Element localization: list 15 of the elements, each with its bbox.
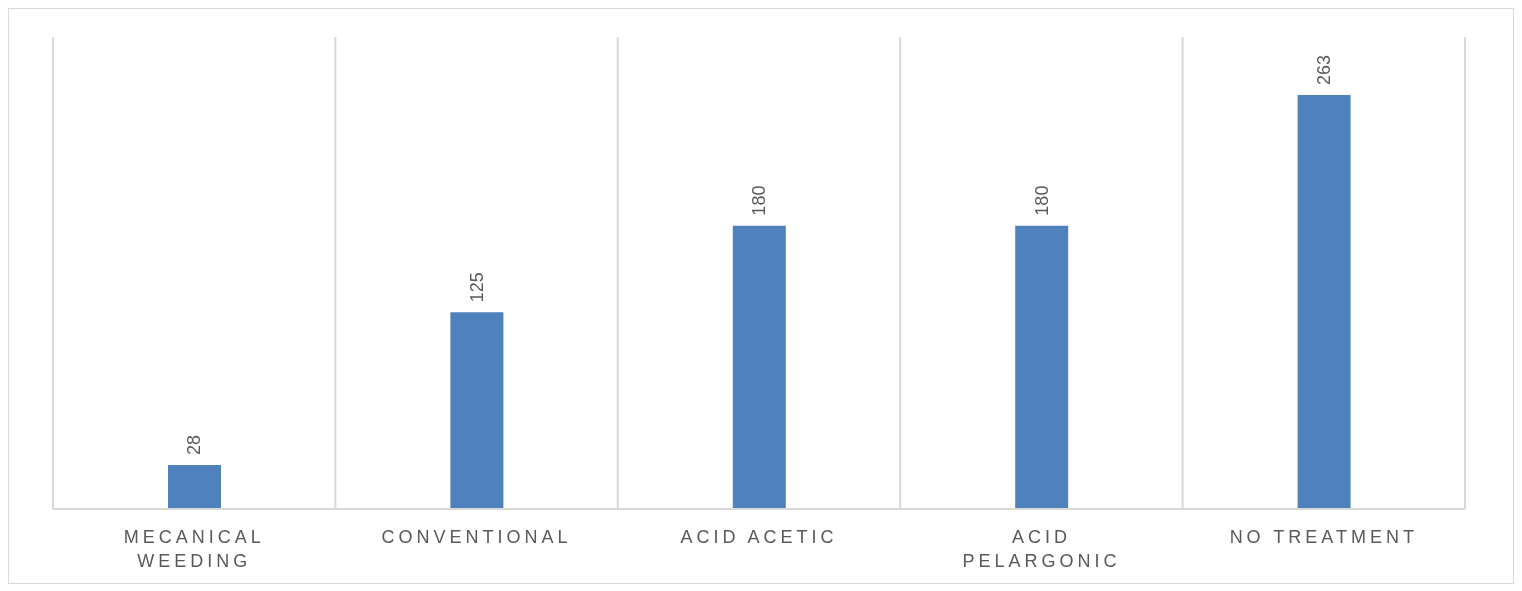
data-label: 180 [749,185,770,216]
data-label: 125 [466,272,487,303]
data-label: 180 [1031,185,1052,216]
bar [168,464,221,509]
x-tick-label: MECANICAL WEEDING [123,527,265,571]
bar [1297,94,1351,509]
bar [1015,225,1069,509]
x-tick-label: CONVENTIONAL [381,527,572,547]
x-tick-label: ACID PELARGONIC [962,527,1121,571]
data-label: 28 [184,434,205,455]
x-tick-label: ACID ACETIC [680,527,838,547]
bar [732,225,786,509]
bar [450,312,504,509]
x-tick-label: NO TREATMENT [1229,527,1418,547]
data-label: 263 [1314,54,1335,85]
